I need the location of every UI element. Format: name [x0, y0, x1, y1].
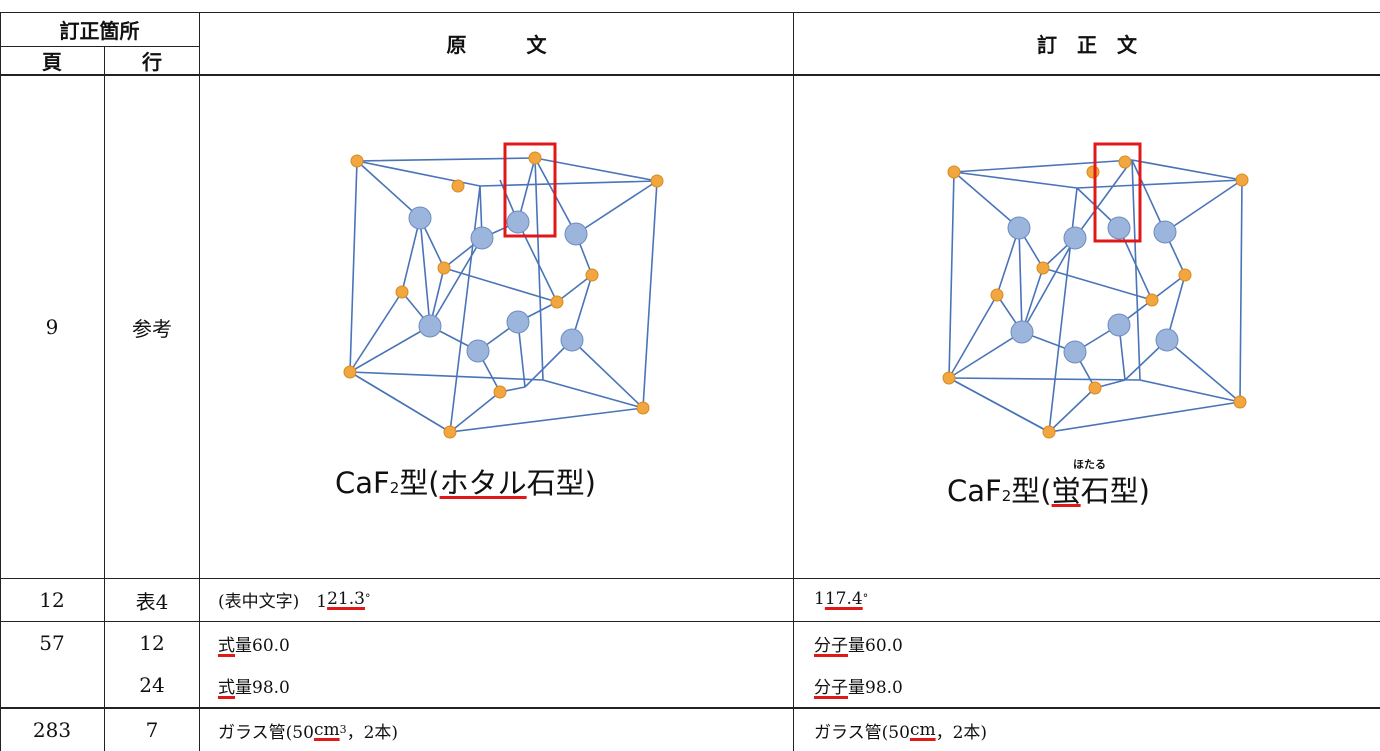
row-4-line: 24	[139, 673, 165, 697]
header-corrected: 訂 正 文	[1037, 33, 1137, 57]
corrected-caption-mark: 蛍	[1051, 474, 1081, 508]
row-1-page: 9	[45, 315, 59, 339]
row-5-original: ガラス管(50 cm 3 ，2本)	[218, 720, 399, 743]
row-2-line: 表4	[135, 589, 169, 614]
row-1-line: 参考	[132, 316, 172, 341]
row-3-line: 12	[139, 631, 165, 655]
row-5-page: 283	[32, 718, 72, 742]
row-5-corrected: ガラス管(50 cm ，2本)	[814, 720, 988, 743]
corrected-lattice-figure: ほたる CaF2型(蛍石型)	[927, 130, 1265, 515]
header-location: 訂正箇所	[59, 19, 140, 43]
row-2-page: 12	[39, 588, 65, 612]
corrected-caption: CaF2型(蛍石型)	[947, 474, 1150, 508]
row-3-page: 57	[39, 631, 65, 655]
original-caption: CaF2型(ホタル石型)	[335, 466, 596, 500]
row-3-corrected: 分子 量60.0	[814, 635, 903, 656]
row-3-original: 式量60.0	[218, 635, 290, 656]
header-original: 原 文	[446, 33, 547, 57]
row-4-corrected: 分子 量98.0	[814, 677, 903, 698]
header-page: 頁	[42, 50, 62, 74]
fluorite-structure-icon	[343, 142, 664, 439]
fluorite-structure-icon	[942, 142, 1249, 439]
row-4-original: 式量98.0	[218, 677, 290, 698]
header-line: 行	[142, 50, 162, 74]
original-lattice-figure: CaF2型(ホタル石型)	[330, 130, 675, 515]
ruby-hotaru: ほたる	[1073, 458, 1106, 471]
row-5-line: 7	[145, 718, 159, 742]
original-caption-mark: ホタル	[439, 466, 527, 500]
row-2-original: (表中文字) 1 21.3 °	[218, 589, 371, 612]
row-2-corrected: 1 17.4 °	[814, 589, 869, 609]
